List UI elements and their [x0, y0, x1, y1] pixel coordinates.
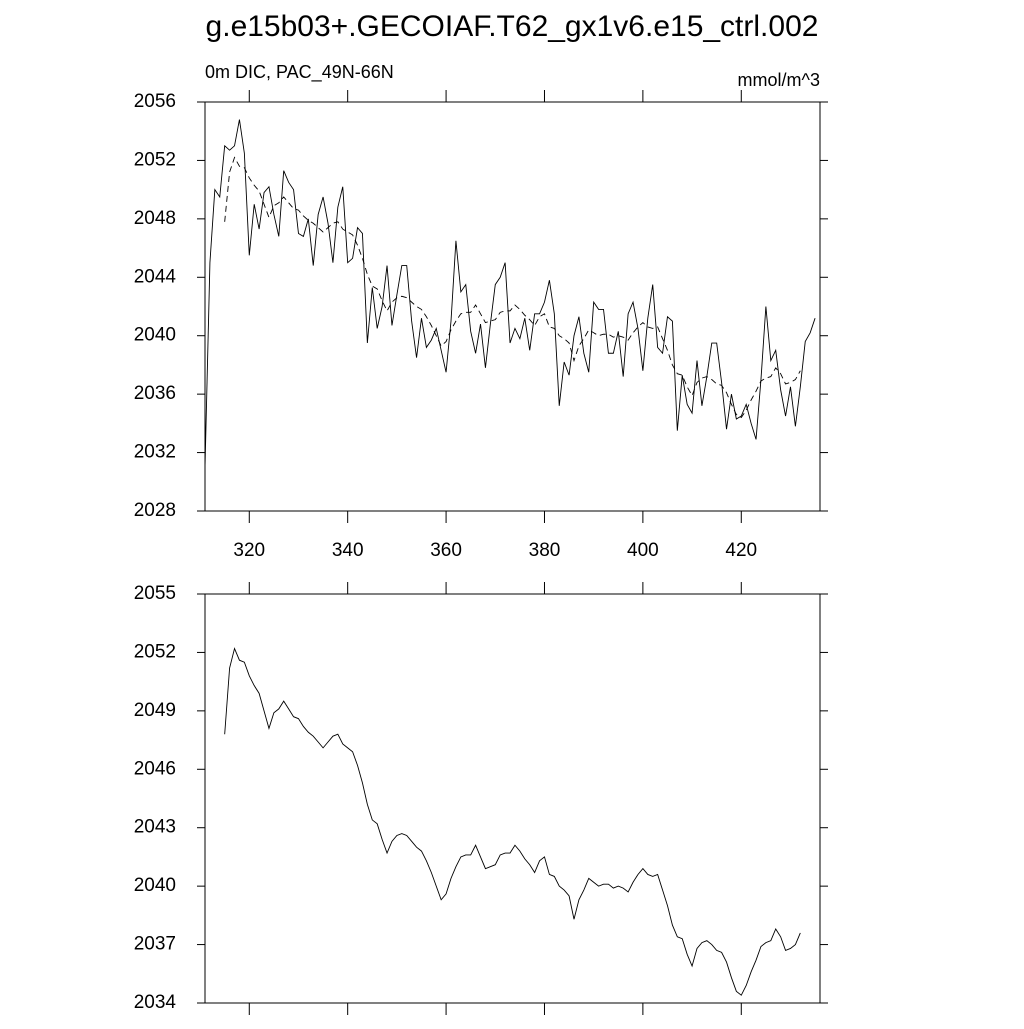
y-tick-label: 2040: [134, 875, 176, 896]
y-tick-label: 2049: [134, 700, 176, 721]
x-tick-label: 380: [529, 540, 561, 561]
x-tick-label: 420: [725, 540, 757, 561]
plot-frame: [204, 593, 821, 1004]
x-tick-label: 400: [627, 540, 659, 561]
y-tick-label: 2037: [134, 934, 176, 955]
y-tick-label: 2046: [134, 758, 176, 779]
y-tick-label: 2048: [134, 208, 176, 229]
data-line: [204, 119, 816, 468]
subtitle-left: 0m DIC, PAC_49N-66N: [205, 62, 394, 83]
y-tick-label: 2032: [134, 442, 176, 463]
data-line: [224, 647, 801, 996]
y-tick-label: 2028: [134, 500, 176, 521]
x-tick-label: 360: [430, 540, 462, 561]
x-tick-label: 320: [233, 540, 265, 561]
data-line: [224, 156, 801, 419]
y-tick-label: 2055: [134, 583, 176, 604]
y-tick-label: 2052: [134, 641, 176, 662]
y-tick-label: 2043: [134, 817, 176, 838]
y-tick-label: 2034: [134, 992, 177, 1013]
y-tick-label: 2036: [134, 383, 176, 404]
plot-frame: [204, 101, 821, 512]
y-tick-label: 2052: [134, 149, 176, 170]
y-tick-label: 2044: [134, 266, 177, 287]
figure-title: g.e15b03+.GECOIAF.T62_gx1v6.e15_ctrl.002: [206, 10, 819, 43]
subtitle-right: mmol/m^3: [738, 70, 820, 90]
x-tick-label: 340: [332, 540, 364, 561]
y-tick-label: 2056: [134, 91, 176, 112]
y-tick-label: 2040: [134, 325, 176, 346]
